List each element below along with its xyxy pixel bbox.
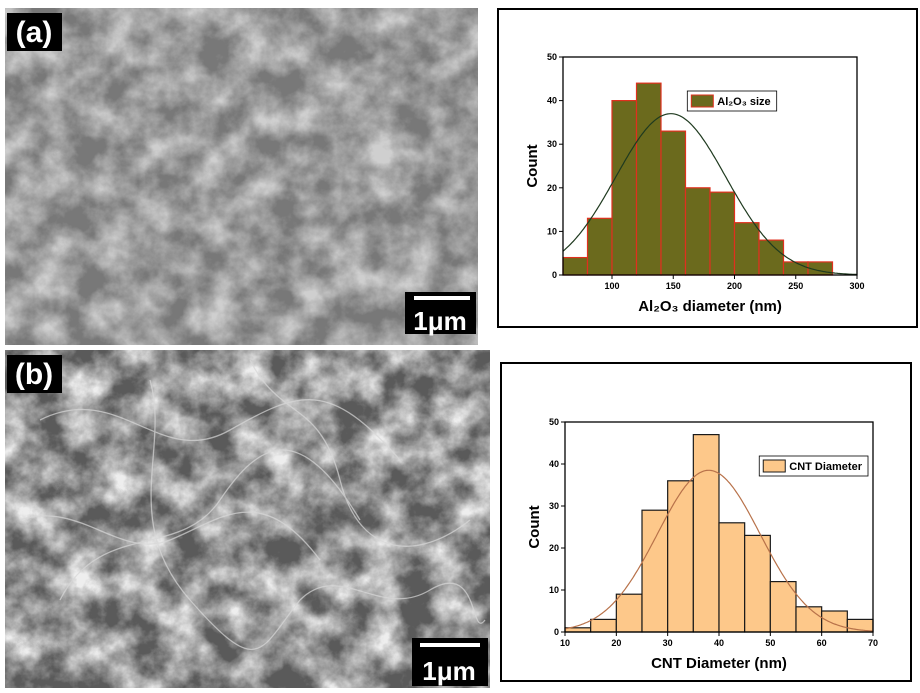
bar <box>735 223 760 275</box>
panel-label: (b) <box>15 358 53 391</box>
page: (a) (b) 1μm 1μm 010203040501001502002503… <box>0 0 920 688</box>
figure: (a) (b) 1μm 1μm 010203040501001502002503… <box>0 0 920 688</box>
y-tick-label: 10 <box>547 226 557 236</box>
x-axis-label: Al₂O₃ diameter (nm) <box>638 298 782 315</box>
y-tick-label: 0 <box>554 627 559 637</box>
x-tick-label: 100 <box>604 281 619 291</box>
y-tick-label: 20 <box>547 183 557 193</box>
y-tick-label: 40 <box>549 459 559 469</box>
x-tick-label: 60 <box>817 638 827 648</box>
y-tick-label: 40 <box>547 96 557 106</box>
legend-swatch <box>691 95 713 107</box>
x-axis-label: CNT Diameter (nm) <box>651 655 787 672</box>
x-tick-label: 70 <box>868 638 878 648</box>
y-tick-label: 50 <box>549 417 559 427</box>
x-tick-label: 10 <box>560 638 570 648</box>
bar <box>693 435 719 632</box>
bar <box>686 188 711 275</box>
bar <box>563 258 588 275</box>
scale-bar-label: 1μm <box>413 306 467 336</box>
bar <box>710 192 735 275</box>
y-tick-label: 30 <box>547 139 557 149</box>
x-tick-label: 40 <box>714 638 724 648</box>
y-tick-label: 0 <box>552 270 557 280</box>
legend-label: Al₂O₃ size <box>717 96 770 108</box>
scale-bar-label: 1μm <box>422 656 476 686</box>
x-tick-label: 200 <box>727 281 742 291</box>
x-tick-label: 150 <box>666 281 681 291</box>
y-tick-label: 20 <box>549 543 559 553</box>
y-tick-label: 50 <box>547 52 557 62</box>
bar <box>591 619 617 632</box>
bar <box>661 131 686 275</box>
y-tick-label: 10 <box>549 585 559 595</box>
bar <box>822 611 848 632</box>
x-tick-label: 20 <box>611 638 621 648</box>
bar <box>759 240 784 275</box>
y-tick-label: 30 <box>549 501 559 511</box>
x-tick-label: 50 <box>765 638 775 648</box>
bar <box>588 218 613 275</box>
bar <box>612 101 637 275</box>
y-axis-label: Count <box>524 144 541 187</box>
bar <box>642 510 668 632</box>
bar <box>745 535 771 632</box>
x-tick-label: 250 <box>788 281 803 291</box>
bar <box>668 481 694 632</box>
bar <box>719 523 745 632</box>
scale-bar <box>420 643 480 647</box>
panel-label: (a) <box>16 16 53 49</box>
sem-image-b <box>5 350 490 688</box>
legend-swatch <box>763 460 785 472</box>
x-tick-label: 300 <box>849 281 864 291</box>
scale-bar <box>414 296 470 300</box>
bar <box>637 83 662 275</box>
x-tick-label: 30 <box>663 638 673 648</box>
bar <box>616 594 642 632</box>
y-axis-label: Count <box>526 505 543 548</box>
bar <box>784 262 809 275</box>
legend-label: CNT Diameter <box>789 461 862 473</box>
bar <box>796 607 822 632</box>
